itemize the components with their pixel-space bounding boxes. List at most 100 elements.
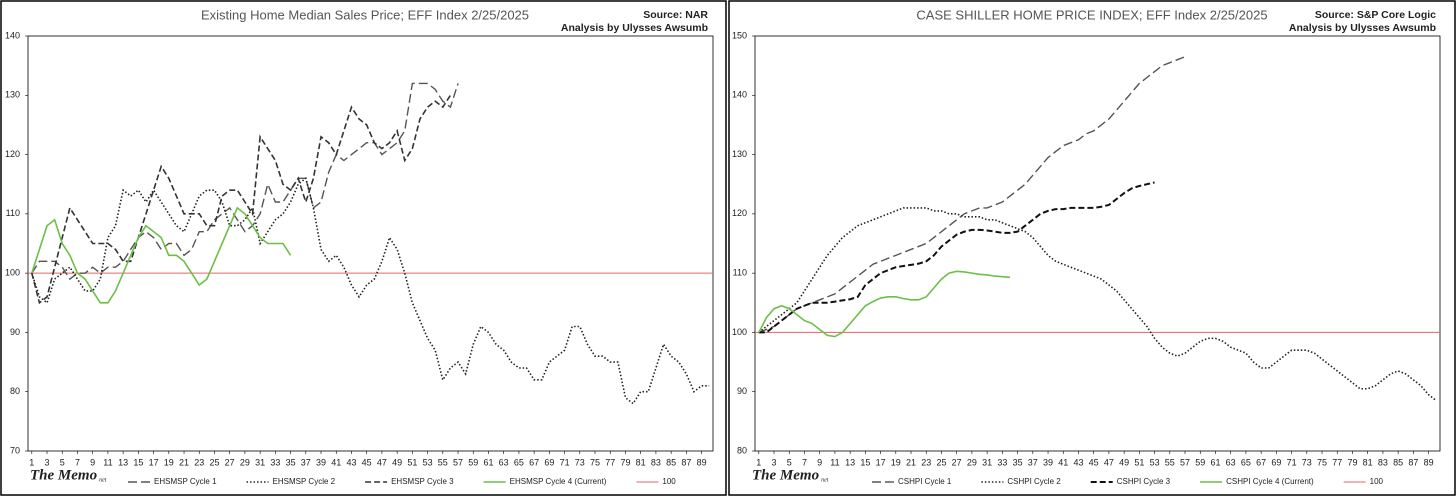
- y-tick-label: 130: [5, 90, 20, 100]
- x-tick-label: 75: [1317, 457, 1327, 467]
- x-tick-label: 59: [468, 457, 478, 467]
- chart-title: Existing Home Median Sales Price; EFF In…: [201, 7, 529, 22]
- credit: Analysis by Ulysses Awsumb: [1289, 22, 1436, 34]
- x-tick-label: 41: [1058, 457, 1068, 467]
- x-tick-label: 59: [1195, 457, 1205, 467]
- x-tick-label: 81: [1363, 457, 1373, 467]
- x-tick-label: 37: [301, 457, 311, 467]
- source: Source: S&P Core Logic: [1315, 9, 1436, 21]
- x-tick-label: 13: [118, 457, 128, 467]
- x-tick-label: 37: [1028, 457, 1038, 467]
- x-tick-label: 57: [1180, 457, 1190, 467]
- x-tick-label: 79: [1347, 457, 1357, 467]
- legend-label: 100: [662, 477, 676, 486]
- series-line: [31, 176, 710, 405]
- y-tick-label: 150: [732, 30, 747, 40]
- x-tick-label: 13: [845, 457, 855, 467]
- chart-title: CASE SHILLER HOME PRICE INDEX; EFF Index…: [916, 7, 1267, 22]
- x-tick-label: 73: [1302, 457, 1312, 467]
- x-tick-label: 67: [1256, 457, 1266, 467]
- x-tick-label: 3: [772, 457, 777, 467]
- series-line: [758, 181, 1155, 334]
- x-tick-label: 31: [255, 457, 265, 467]
- panel-border: [0, 0, 727, 496]
- x-tick-label: 65: [514, 457, 524, 467]
- x-tick-label: 17: [149, 457, 159, 467]
- x-tick-label: 55: [438, 457, 448, 467]
- x-tick-label: 77: [605, 457, 615, 467]
- legend-label: EHSMSP Cycle 2: [273, 477, 336, 486]
- x-tick-label: 35: [286, 457, 296, 467]
- legend-label: EHSMSP Cycle 4 (Current): [510, 477, 607, 486]
- x-tick-label: 51: [407, 457, 417, 467]
- legend-label: EHSMSP Cycle 3: [391, 477, 454, 486]
- x-tick-label: 81: [636, 457, 646, 467]
- x-tick-label: 39: [1043, 457, 1053, 467]
- x-tick-label: 33: [997, 457, 1007, 467]
- x-tick-label: 43: [346, 457, 356, 467]
- y-tick-label: 120: [732, 208, 747, 218]
- logo-suffix: net: [821, 477, 829, 483]
- y-tick-label: 140: [5, 30, 20, 40]
- source: Source: NAR: [643, 9, 708, 21]
- x-tick-label: 7: [75, 457, 80, 467]
- x-tick-label: 49: [1119, 457, 1129, 467]
- x-tick-label: 25: [936, 457, 946, 467]
- series-line: [758, 207, 1437, 402]
- series-line: [758, 270, 1011, 338]
- x-tick-label: 73: [575, 457, 585, 467]
- x-tick-label: 63: [499, 457, 509, 467]
- y-tick-label: 110: [6, 208, 20, 218]
- x-tick-label: 87: [681, 457, 691, 467]
- x-tick-label: 69: [544, 457, 554, 467]
- x-tick-label: 27: [952, 457, 962, 467]
- legend-label: CSHPI Cycle 1: [898, 477, 952, 486]
- x-tick-label: 19: [164, 457, 174, 467]
- x-tick-label: 53: [423, 457, 433, 467]
- y-tick-label: 80: [737, 445, 747, 455]
- x-tick-label: 71: [1287, 457, 1297, 467]
- plot-area: [27, 35, 714, 452]
- x-tick-label: 29: [240, 457, 250, 467]
- y-tick-label: 90: [10, 327, 20, 337]
- x-tick-label: 47: [377, 457, 387, 467]
- x-tick-label: 69: [1271, 457, 1281, 467]
- x-tick-label: 23: [194, 457, 204, 467]
- x-tick-label: 51: [1134, 457, 1144, 467]
- x-tick-label: 49: [392, 457, 402, 467]
- x-tick-label: 87: [1408, 457, 1418, 467]
- plot-area: [754, 35, 1441, 452]
- x-tick-label: 43: [1073, 457, 1083, 467]
- y-tick-label: 100: [732, 327, 747, 337]
- legend-label: CSHPI Cycle 2: [1007, 477, 1061, 486]
- y-tick-label: 100: [5, 268, 20, 278]
- y-tick-label: 140: [732, 90, 747, 100]
- x-tick-label: 11: [103, 457, 112, 467]
- x-tick-label: 77: [1332, 457, 1342, 467]
- x-tick-label: 45: [362, 457, 372, 467]
- x-tick-label: 15: [133, 457, 143, 467]
- x-tick-label: 23: [921, 457, 931, 467]
- x-tick-label: 63: [1226, 457, 1236, 467]
- x-tick-label: 89: [697, 457, 707, 467]
- x-tick-label: 85: [1393, 457, 1403, 467]
- panel-border: [728, 0, 1456, 496]
- series-line: [31, 206, 292, 304]
- x-tick-label: 57: [453, 457, 463, 467]
- x-tick-label: 39: [316, 457, 326, 467]
- y-tick-label: 130: [732, 149, 747, 159]
- x-tick-label: 3: [45, 457, 50, 467]
- x-tick-label: 65: [1241, 457, 1251, 467]
- x-tick-label: 29: [967, 457, 977, 467]
- x-tick-label: 41: [331, 457, 341, 467]
- x-tick-label: 61: [483, 457, 493, 467]
- x-tick-label: 19: [891, 457, 901, 467]
- x-tick-label: 35: [1013, 457, 1023, 467]
- x-tick-label: 21: [179, 457, 189, 467]
- x-tick-label: 5: [60, 457, 65, 467]
- credit: Analysis by Ulysses Awsumb: [561, 22, 708, 34]
- x-tick-label: 27: [225, 457, 235, 467]
- x-tick-label: 85: [666, 457, 676, 467]
- logo: The Memo: [30, 467, 97, 483]
- x-tick-label: 9: [817, 457, 822, 467]
